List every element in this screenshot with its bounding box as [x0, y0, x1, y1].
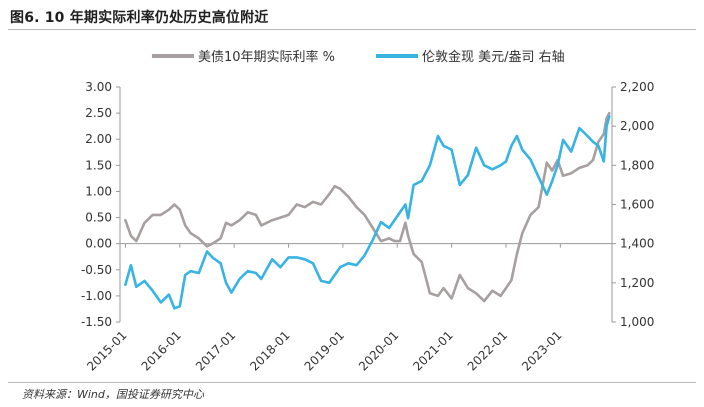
legend-label-real-rate: 美债10年期实际利率 %	[198, 49, 335, 65]
x-tick-label: 2023-01	[519, 328, 564, 373]
left-tick-label: 1.00	[85, 184, 112, 198]
x-tick-label: 2017-01	[193, 328, 238, 373]
right-tick-label: 2,000	[620, 119, 654, 133]
x-tick-label: 2018-01	[247, 328, 292, 373]
source-note: 资料来源：Wind，国投证券研究中心	[22, 388, 204, 401]
x-tick-label: 2016-01	[139, 328, 184, 373]
series-line-real-rate	[124, 111, 611, 303]
series-line-gold	[124, 115, 611, 310]
x-tick-label: 2020-01	[356, 328, 401, 373]
title-divider	[8, 29, 696, 30]
right-tick-label: 1,200	[620, 276, 654, 290]
left-tick-label: 2.00	[85, 132, 112, 146]
left-tick-label: 0.00	[85, 237, 112, 251]
series-layer	[124, 111, 611, 310]
legend-label-gold: 伦敦金现 美元/盎司 右轴	[422, 49, 565, 65]
right-tick-label: 1,400	[620, 237, 654, 251]
chart-canvas: 美债10年期实际利率 % 伦敦金现 美元/盎司 右轴 3.00 2.50 2.00 1…	[81, 49, 654, 374]
right-tick-label: 2,200	[620, 80, 654, 94]
x-tick-label: 2019-01	[302, 328, 347, 373]
right-tick-label: 1,800	[620, 158, 654, 172]
x-tick-label: 2022-01	[465, 328, 510, 373]
left-tick-label: 1.50	[85, 158, 112, 172]
right-tick-label: 1,000	[620, 315, 654, 329]
left-tick-label: 3.00	[85, 80, 112, 94]
left-tick-label: -0.50	[81, 263, 112, 277]
left-tick-label: 2.50	[85, 106, 112, 120]
chart-title: 图6. 10 年期实际利率仍处历史高位附近	[10, 10, 269, 26]
footer-divider	[8, 382, 696, 383]
left-tick-label: -1.00	[81, 289, 112, 303]
legend: 美债10年期实际利率 % 伦敦金现 美元/盎司 右轴	[152, 49, 565, 65]
x-tick-label: 2021-01	[410, 328, 455, 373]
left-tick-label: 0.50	[85, 211, 112, 225]
right-tick-label: 1,600	[620, 198, 654, 212]
axes: 3.00 2.50 2.00 1.50 1.00 0.50 0.00 -0.50 -1.00 -1…	[81, 80, 654, 374]
x-tick-label: 2015-01	[84, 328, 129, 373]
left-tick-label: -1.50	[81, 315, 112, 329]
